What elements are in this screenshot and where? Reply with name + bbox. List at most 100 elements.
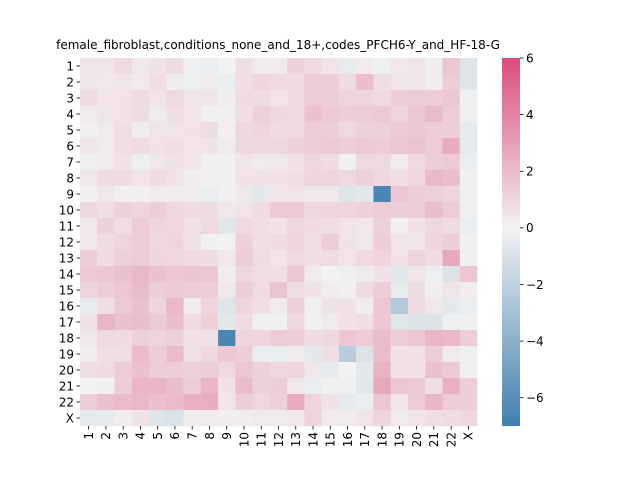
heatmap-cell-14-X [459, 266, 478, 283]
heatmap-cell-2-X [459, 74, 478, 91]
heatmap-cell-10-20 [407, 202, 426, 219]
heatmap-cell-7-11 [252, 154, 271, 171]
heatmap-cell-12-5 [149, 234, 167, 251]
heatmap-cell-12-19 [390, 234, 409, 251]
heatmap-cell-22-19 [390, 394, 409, 411]
heatmap-cell-X-19 [390, 410, 409, 427]
heatmap-cell-13-1 [80, 250, 98, 267]
heatmap-cell-16-X [459, 298, 478, 315]
heatmap-cell-17-11 [252, 314, 271, 331]
heatmap-cell-9-10 [235, 186, 253, 203]
heatmap-cell-10-22 [442, 202, 461, 219]
heatmap-cell-20-18 [373, 362, 391, 379]
heatmap-cell-11-6 [166, 218, 184, 235]
heatmap-cell-12-14 [304, 234, 322, 251]
heatmap-cell-9-2 [97, 186, 115, 203]
heatmap-cell-6-4 [131, 138, 150, 155]
heatmap-cell-7-7 [183, 154, 202, 171]
heatmap-cell-2-3 [114, 74, 133, 91]
heatmap-cell-21-14 [304, 378, 322, 395]
heatmap-cell-11-14 [304, 218, 322, 235]
heatmap-cell-15-4 [131, 282, 150, 299]
heatmap-cell-13-10 [235, 250, 253, 267]
heatmap-cell-2-16 [338, 74, 357, 91]
heatmap-cell-12-18 [373, 234, 391, 251]
heatmap-cell-8-14 [304, 170, 322, 187]
heatmap-cell-19-12 [269, 346, 288, 363]
heatmap-cell-4-21 [425, 106, 443, 123]
heatmap-cell-9-6 [166, 186, 184, 203]
heatmap-cell-19-X [459, 346, 478, 363]
heatmap-cell-11-16 [338, 218, 357, 235]
heatmap-cell-8-11 [252, 170, 271, 187]
heatmap-cell-19-4 [131, 346, 150, 363]
heatmap-cell-8-6 [166, 170, 184, 187]
heatmap-cell-3-3 [114, 90, 133, 107]
heatmap-cell-11-17 [356, 218, 374, 235]
heatmap-cell-14-8 [200, 266, 219, 283]
heatmap-cell-4-18 [373, 106, 391, 123]
heatmap-cell-15-6 [166, 282, 184, 299]
heatmap-cell-2-19 [390, 74, 409, 91]
row-tick-label: 2 [66, 75, 74, 89]
heatmap-cell-14-12 [269, 266, 288, 283]
heatmap-cell-20-22 [442, 362, 461, 379]
heatmap-cell-10-15 [321, 202, 340, 219]
heatmap-cell-2-22 [442, 74, 461, 91]
column-tick-label: 5 [151, 432, 165, 440]
heatmap-cell-12-11 [252, 234, 271, 251]
heatmap-cell-14-17 [356, 266, 374, 283]
heatmap-cell-21-22 [442, 378, 461, 395]
heatmap-cell-6-18 [373, 138, 391, 155]
heatmap-cell-16-6 [166, 298, 184, 315]
heatmap-cell-9-12 [269, 186, 288, 203]
heatmap-cell-5-12 [269, 122, 288, 139]
heatmap-cell-22-16 [338, 394, 357, 411]
heatmap-cell-19-15 [321, 346, 340, 363]
heatmap-cell-3-15 [321, 90, 340, 107]
heatmap-cell-10-10 [235, 202, 253, 219]
heatmap-cell-6-X [459, 138, 478, 155]
heatmap-cell-1-13 [287, 58, 305, 75]
heatmap-cell-21-X [459, 378, 478, 395]
heatmap-cell-22-21 [425, 394, 443, 411]
heatmap-cell-2-5 [149, 74, 167, 91]
heatmap-cell-11-19 [390, 218, 409, 235]
heatmap-cell-12-4 [131, 234, 150, 251]
heatmap-cell-5-11 [252, 122, 271, 139]
heatmap-cell-22-5 [149, 394, 167, 411]
heatmap-cell-X-8 [200, 410, 219, 427]
column-tick-label: 21 [427, 432, 441, 447]
heatmap-cell-2-14 [304, 74, 322, 91]
heatmap-cell-10-12 [269, 202, 288, 219]
heatmap-cell-15-21 [425, 282, 443, 299]
heatmap-cell-X-5 [149, 410, 167, 427]
heatmap-cell-1-22 [442, 58, 461, 75]
heatmap-cell-17-15 [321, 314, 340, 331]
heatmap-cell-17-6 [166, 314, 184, 331]
heatmap-cell-9-X [459, 186, 478, 203]
heatmap-cell-10-3 [114, 202, 133, 219]
heatmap-cell-3-13 [287, 90, 305, 107]
heatmap-cell-5-15 [321, 122, 340, 139]
heatmap-cell-X-1 [80, 410, 98, 427]
heatmap-cell-22-20 [407, 394, 426, 411]
heatmap-cell-4-3 [114, 106, 133, 123]
heatmap-cell-16-7 [183, 298, 202, 315]
heatmap-cell-6-12 [269, 138, 288, 155]
heatmap-cell-14-11 [252, 266, 271, 283]
column-tick-label: 19 [393, 432, 407, 447]
column-tick-label: 17 [358, 432, 372, 447]
heatmap-cell-X-4 [131, 410, 150, 427]
heatmap-cell-21-15 [321, 378, 340, 395]
heatmap-cell-16-17 [356, 298, 374, 315]
heatmap-cell-5-22 [442, 122, 461, 139]
heatmap-cell-21-17 [356, 378, 374, 395]
heatmap-cell-7-X [459, 154, 478, 171]
heatmap-cell-4-10 [235, 106, 253, 123]
colorbar-tick-label: 2 [526, 165, 534, 179]
heatmap-cell-1-9 [218, 58, 236, 75]
heatmap-cell-7-15 [321, 154, 340, 171]
heatmap-cell-X-16 [338, 410, 357, 427]
